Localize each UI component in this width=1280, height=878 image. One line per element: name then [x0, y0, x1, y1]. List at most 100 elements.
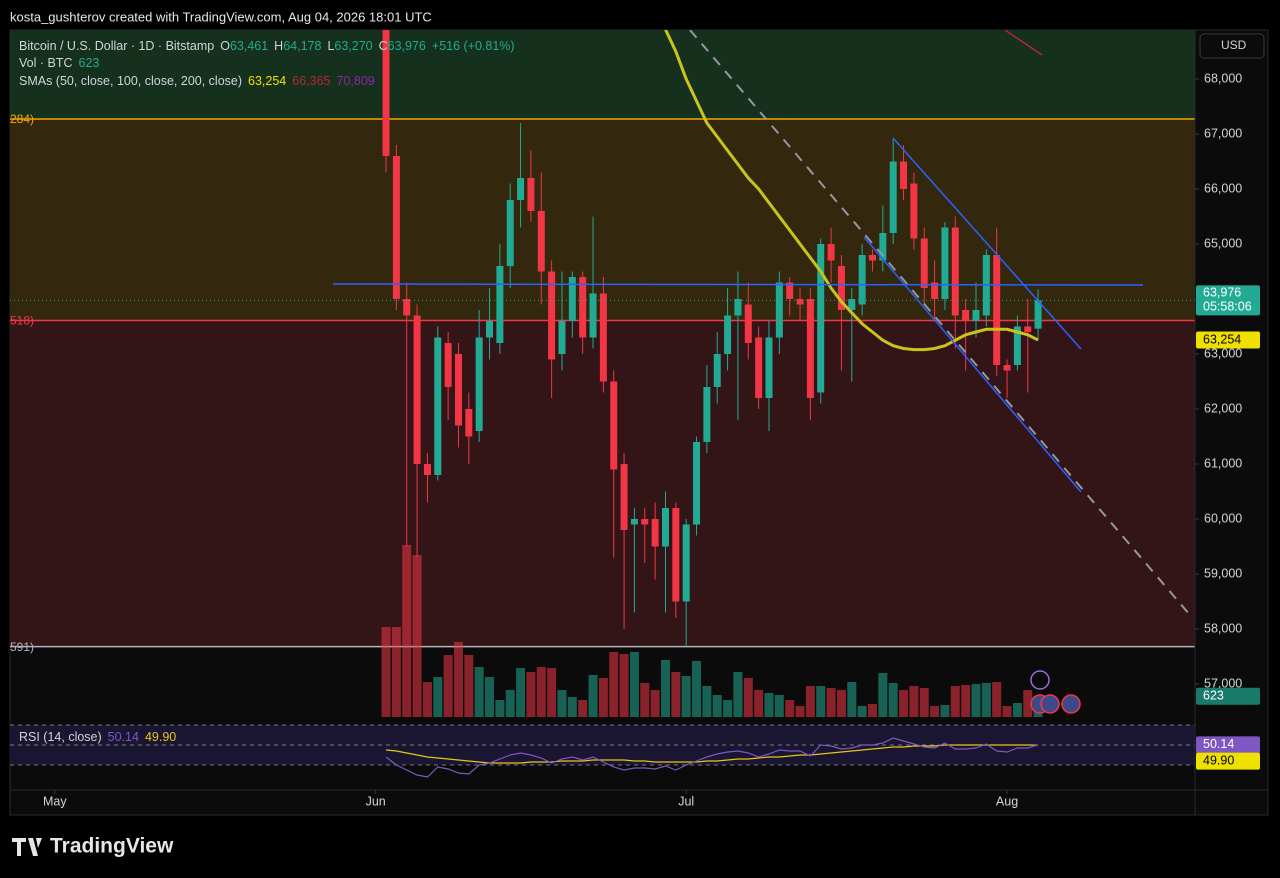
candle-body [651, 519, 659, 547]
volume-bar [816, 686, 826, 717]
y-tick-label: 61,000 [1204, 456, 1242, 470]
volume-bar [660, 660, 670, 717]
y-tick-label: 65,000 [1204, 236, 1242, 250]
candle-body [682, 524, 690, 602]
legend-sma: SMAs (50, close, 100, close, 200, close)… [19, 74, 375, 88]
currency-button[interactable] [1199, 33, 1265, 59]
volume-bar [1023, 690, 1033, 717]
high: 64,178 [283, 39, 321, 53]
volume-bar [505, 690, 515, 717]
volume-bar [629, 652, 639, 717]
volume-bar [940, 705, 950, 717]
candle-body [661, 508, 669, 547]
candle-body [848, 299, 856, 311]
candle-body [879, 233, 887, 261]
volume-tag-text: 623 [1203, 689, 1224, 703]
volume-bar [588, 675, 598, 717]
candle-body [1003, 365, 1011, 371]
volume-bar [723, 700, 733, 717]
candle-body [931, 282, 939, 300]
volume-bar [567, 697, 577, 717]
volume-bar [743, 678, 753, 717]
price-tag-text: 63,976 [1203, 286, 1241, 300]
candle-body [486, 321, 494, 338]
trend-line [1004, 30, 1043, 56]
candle-body [817, 244, 825, 393]
candle-body [392, 156, 400, 300]
sma-tag [1196, 331, 1260, 349]
volume-bar [754, 690, 764, 717]
volume-bar [847, 682, 857, 717]
candle-body [568, 277, 576, 322]
zone [10, 118, 1195, 321]
event-icon[interactable] [1040, 694, 1060, 714]
volume-bar [516, 668, 526, 717]
y-tick-label: 62,000 [1204, 401, 1242, 415]
volume-tag [1196, 687, 1260, 705]
volume-bar [795, 706, 805, 717]
volume-bar [930, 706, 940, 717]
candle-body [941, 227, 949, 300]
open: 63,461 [230, 39, 268, 53]
rsi-value: 50.14 [108, 730, 139, 744]
volume-bar [557, 690, 567, 717]
header: kosta_gushterov created with TradingView… [10, 9, 432, 24]
candle-body [734, 299, 742, 316]
volume-bar [391, 627, 401, 717]
volume-bar [992, 682, 1002, 717]
candle-body [827, 244, 835, 261]
candle-body [972, 310, 980, 322]
candle-body [703, 387, 711, 443]
logo: TradingView [12, 835, 174, 858]
currency[interactable]: USD [1221, 38, 1247, 52]
l-label: L [327, 39, 334, 53]
event-icons [1030, 670, 1081, 714]
candle-body [786, 282, 794, 300]
legend-rsi: RSI (14, close) 50.14 49.90 [19, 730, 176, 744]
candle-body [403, 299, 411, 316]
candle-body [889, 161, 897, 234]
candle-body [672, 508, 680, 602]
candle-body [951, 227, 959, 316]
volume-bar [950, 686, 960, 717]
candle-body [713, 354, 721, 388]
candle-body [382, 30, 390, 157]
symbol: Bitcoin / U.S. Dollar · 1D · Bitstamp [19, 39, 214, 53]
volume-bar [712, 695, 722, 717]
sma-tag-text: 63,254 [1203, 332, 1241, 346]
sma-label: SMAs (50, close, 100, close, 200, close) [19, 74, 242, 88]
level-label: 518) [10, 314, 34, 328]
rsi-ma-tag [1196, 752, 1260, 770]
candle-body [868, 255, 876, 261]
rsi-tag-text: 50.14 [1203, 737, 1234, 751]
volume-bar [578, 700, 588, 717]
logo-mark [12, 838, 42, 856]
candle-body [910, 183, 918, 239]
volume-bar [422, 682, 432, 717]
x-tick-label: Aug [996, 794, 1018, 808]
candle-body [475, 337, 483, 432]
volume-bar [805, 686, 815, 717]
volume-bar [785, 700, 795, 717]
candle-body [806, 299, 814, 399]
level-label: 591) [10, 640, 34, 654]
candle-body [765, 337, 773, 399]
volume-bar [919, 688, 929, 717]
legend-symbol: Bitcoin / U.S. Dollar · 1D · Bitstamp O63… [19, 39, 515, 53]
y-tick-label: 59,000 [1204, 566, 1242, 580]
event-icon[interactable] [1061, 694, 1081, 714]
h-label: H [274, 39, 283, 53]
event-icon[interactable] [1030, 670, 1050, 690]
volume-bar [961, 685, 971, 717]
volume-bar [671, 672, 681, 717]
candle-body [993, 255, 1001, 366]
volume-bar [702, 686, 712, 717]
volume-bar [899, 690, 909, 717]
volume-bar [878, 673, 888, 717]
volume-bar [692, 661, 702, 717]
candle-body [454, 354, 462, 426]
candle-body [755, 337, 763, 399]
x-tick-label: Jul [678, 794, 694, 808]
